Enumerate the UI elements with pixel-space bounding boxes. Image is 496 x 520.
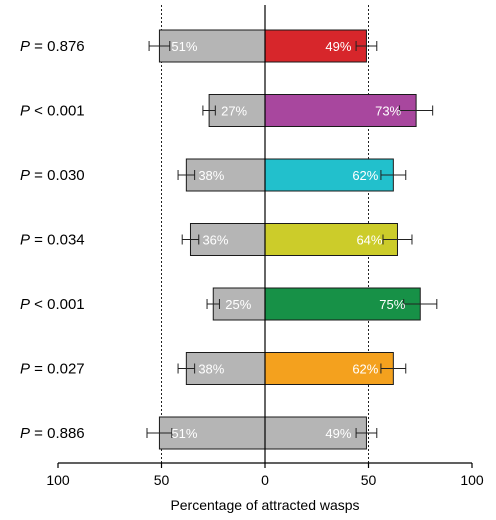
- bar-row: 38% 62%: [177, 352, 407, 385]
- right-bar: [264, 29, 367, 63]
- p-value: < 0.001: [30, 296, 85, 313]
- bar-row: 36% 64%: [181, 223, 413, 256]
- right-error-bar: [380, 363, 407, 374]
- p-value-label: P < 0.001: [20, 103, 85, 120]
- p-value-label: P = 0.027: [20, 361, 85, 378]
- x-tick-label: 100: [460, 472, 484, 488]
- right-error-bar: [355, 41, 378, 51]
- left-bar-label: 51%: [171, 39, 197, 54]
- p-symbol: P: [20, 103, 30, 120]
- bar-row: 25% 75%: [206, 287, 438, 321]
- p-value: = 0.876: [30, 38, 85, 55]
- x-tick-label: 100: [46, 472, 70, 488]
- p-value-label: P = 0.030: [20, 167, 85, 184]
- x-axis: 100 50 0 50 100: [46, 462, 484, 488]
- p-symbol: P: [20, 38, 30, 55]
- right-error-bar: [403, 299, 438, 309]
- p-value: < 0.001: [30, 103, 85, 120]
- left-bar-label: 38%: [198, 168, 224, 183]
- p-symbol: P: [20, 296, 30, 313]
- left-error-bar: [177, 363, 196, 374]
- p-value: = 0.886: [30, 425, 85, 442]
- right-bar: [264, 352, 394, 385]
- x-tick-label: 50: [154, 472, 170, 488]
- right-bar: [264, 223, 398, 256]
- p-value-label: P = 0.034: [20, 232, 85, 249]
- p-value-label: P = 0.886: [20, 425, 85, 442]
- p-symbol: P: [20, 361, 30, 378]
- p-symbol: P: [20, 425, 30, 442]
- right-error-bar: [380, 170, 407, 180]
- right-bar-label: 75%: [379, 297, 405, 312]
- right-error-bar: [355, 428, 378, 438]
- left-bar: [185, 352, 266, 385]
- left-error-bar: [206, 299, 220, 309]
- p-value: = 0.030: [30, 167, 85, 184]
- left-error-bar: [181, 234, 200, 245]
- left-error-bar: [146, 428, 173, 438]
- p-value-label: P = 0.876: [20, 38, 85, 55]
- x-tick-label: 0: [261, 472, 269, 488]
- bar-row: 38% 62%: [177, 158, 407, 192]
- x-tick-label: 50: [361, 472, 377, 488]
- right-error-bar: [399, 105, 434, 116]
- right-bar-label: 49%: [325, 39, 351, 54]
- right-bar-label: 64%: [356, 233, 382, 248]
- p-symbol: P: [20, 232, 30, 249]
- right-bar: [264, 416, 367, 450]
- left-error-bar: [202, 105, 216, 116]
- p-value: = 0.034: [30, 232, 85, 249]
- left-error-bar: [148, 41, 171, 51]
- right-bar-label: 73%: [375, 104, 401, 119]
- p-symbol: P: [20, 167, 30, 184]
- left-bar-label: 51%: [171, 426, 197, 441]
- p-value-label: P < 0.001: [20, 296, 85, 313]
- bars-group: 51% 49% 27% 73% 38% 62% 36% 64% 25% 75% 38% 62% 51% 4…: [146, 29, 438, 450]
- bar-row: 51% 49%: [146, 416, 378, 450]
- left-bar-label: 25%: [225, 297, 251, 312]
- left-bar-label: 27%: [221, 104, 247, 119]
- left-error-bar: [177, 170, 196, 180]
- right-error-bar: [382, 234, 413, 245]
- left-bar-label: 36%: [202, 233, 228, 248]
- left-bar-label: 38%: [198, 362, 224, 377]
- bar-row: 51% 49%: [148, 29, 378, 63]
- right-bar-label: 62%: [352, 168, 378, 183]
- right-bar-label: 49%: [325, 426, 351, 441]
- bar-row: 27% 73%: [202, 94, 434, 127]
- x-axis-title: Percentage of attracted wasps: [170, 497, 359, 513]
- p-value: = 0.027: [30, 361, 85, 378]
- right-bar-label: 62%: [352, 362, 378, 377]
